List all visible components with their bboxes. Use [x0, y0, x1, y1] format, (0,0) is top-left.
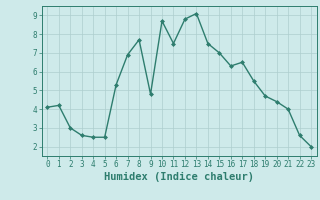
X-axis label: Humidex (Indice chaleur): Humidex (Indice chaleur)	[104, 172, 254, 182]
